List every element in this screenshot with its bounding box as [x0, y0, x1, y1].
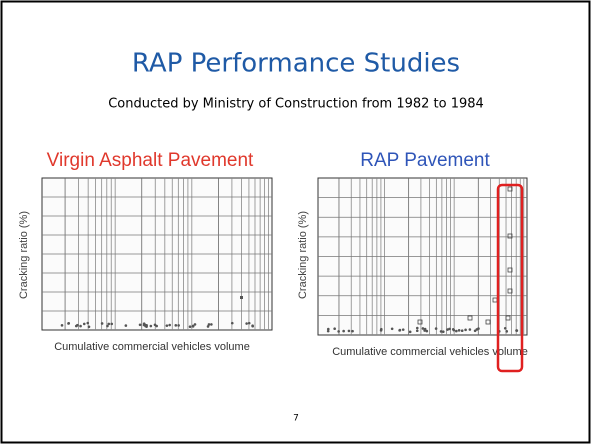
scatter-dot — [390, 327, 394, 331]
scatter-dot — [379, 329, 383, 332]
scatter-dot — [326, 329, 330, 333]
scatter-dot — [503, 326, 507, 330]
chart-image — [41, 177, 273, 331]
scatter-dot — [455, 329, 458, 333]
scatter-dot — [100, 322, 104, 325]
scatter-dot — [191, 324, 195, 328]
scatter-dot — [515, 329, 518, 332]
scatter-dot — [448, 327, 451, 331]
scatter-dot — [337, 330, 340, 333]
scatter-dot — [165, 324, 169, 327]
scatter-dot — [193, 323, 197, 326]
scatter-dot — [401, 328, 405, 331]
scatter-dot — [347, 329, 351, 333]
scatter-dot — [79, 324, 82, 328]
scatter-dot — [110, 322, 114, 326]
scatter-dot — [168, 323, 171, 327]
scatter-dot — [468, 328, 472, 331]
scatter-dot — [415, 329, 419, 333]
scatter-dot — [155, 324, 158, 328]
slide-subtitle: Conducted by Ministry of Construction fr… — [108, 97, 484, 112]
scatter-dot — [230, 321, 234, 325]
scatter-dot — [206, 325, 210, 328]
scatter-dot — [441, 330, 445, 334]
page-number: 7 — [293, 414, 299, 424]
scatter-dot — [446, 328, 449, 331]
scatter-dot — [149, 324, 153, 328]
scatter-dot — [485, 319, 491, 325]
x-axis-label: Cumulative commercial vehicles volume — [332, 346, 528, 358]
scatter-dot — [507, 288, 513, 294]
scatter-dot — [460, 329, 464, 332]
scatter-dot — [207, 323, 211, 326]
y-axis-label: Cracking ratio (%) — [297, 211, 309, 299]
scatter-dot — [142, 322, 146, 325]
scatter-dot — [107, 322, 111, 326]
scatter-dot — [398, 328, 402, 332]
slide-title: RAP Performance Studies — [132, 49, 460, 79]
scatter-dot — [76, 323, 79, 327]
scatter-dot — [326, 327, 330, 331]
scatter-dot — [415, 326, 419, 330]
scatter-dot — [67, 321, 71, 325]
scatter-dot — [247, 321, 251, 325]
highlight-box — [496, 183, 524, 373]
scatter-dot — [464, 328, 467, 332]
scatter-dot — [177, 324, 180, 327]
scatter-dot — [457, 329, 461, 332]
scatter-dot — [408, 330, 412, 334]
scatter-dot — [434, 327, 438, 330]
scatter-dot — [439, 330, 443, 333]
scatter-dot — [423, 329, 426, 332]
y-axis-label: Cracking ratio (%) — [18, 211, 30, 299]
scatter-dot — [333, 327, 336, 330]
panel-heading: RAP Pavement — [360, 150, 490, 171]
scatter-dot — [451, 327, 455, 331]
scatter-dot — [245, 322, 248, 325]
scatter-dot — [473, 329, 477, 333]
scatter-dot — [124, 324, 128, 327]
scatter-dot — [507, 233, 513, 239]
scatter-dot — [87, 325, 91, 329]
scatter-dot — [507, 186, 513, 192]
scatter-dot — [505, 315, 511, 321]
scatter-dot — [421, 327, 425, 330]
scatter-dot — [106, 324, 109, 328]
scatter-dot — [145, 323, 148, 327]
scatter-dot — [467, 315, 473, 321]
scatter-dot — [507, 267, 513, 273]
scatter-dot — [174, 324, 178, 327]
scatter-dot — [342, 329, 345, 333]
scatter-dot — [351, 329, 354, 333]
scatter-dot — [82, 322, 86, 326]
scatter-dot — [138, 323, 142, 327]
scatter-dot — [60, 324, 64, 327]
x-axis-label: Cumulative commercial vehicles volume — [54, 341, 250, 353]
scatter-dot — [505, 330, 509, 333]
chart-image — [317, 177, 528, 336]
scatter-dot — [210, 323, 213, 326]
scatter-dot — [240, 296, 243, 299]
scatter-dot — [188, 325, 192, 328]
scatter-dot — [425, 329, 429, 333]
panel-heading: Virgin Asphalt Pavement — [47, 150, 254, 171]
scatter-dot — [86, 321, 90, 325]
scatter-dot — [417, 319, 423, 325]
scatter-dot — [251, 324, 254, 328]
